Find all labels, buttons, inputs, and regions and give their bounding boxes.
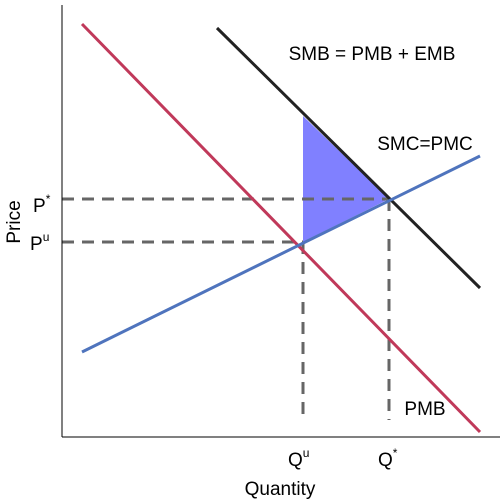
y-tick-label: P* [33, 192, 51, 217]
smb-line [215, 26, 482, 290]
welfare-loss-area [303, 116, 389, 242]
y-axis-title: Price [4, 200, 25, 243]
curve-label: SMC=PMC [377, 134, 473, 155]
x-tick-label: Q* [378, 446, 398, 471]
x-tick-label: Qu [288, 446, 309, 471]
tick-base: P [33, 196, 46, 217]
pmb-line [80, 22, 482, 434]
tick-base: Q [288, 450, 303, 471]
tick-base: P [30, 234, 43, 255]
curve-label: SMB = PMB + EMB [289, 44, 456, 65]
tick-sup: * [393, 446, 398, 460]
tick-sup: * [46, 192, 51, 206]
curve-label: PMB [404, 399, 445, 420]
tick-sup: u [303, 446, 310, 460]
y-tick-label: Pu [30, 230, 49, 255]
x-axis-title: Quantity [245, 479, 316, 500]
smc-line [81, 154, 481, 354]
tick-sup: u [43, 230, 50, 244]
tick-base: Q [378, 450, 393, 471]
